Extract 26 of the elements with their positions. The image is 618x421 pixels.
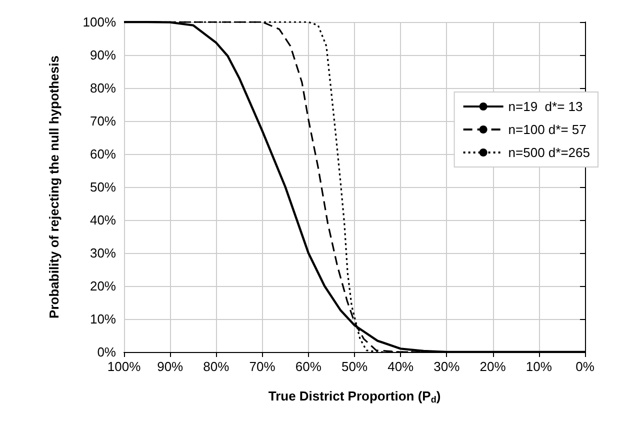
x-tick-label: 0% [576, 359, 595, 374]
x-tick-label: 20% [480, 359, 506, 374]
x-tick-label: 40% [388, 359, 414, 374]
y-tick-label: 40% [90, 212, 116, 228]
legend-label: n=19 d*= 13 [508, 99, 583, 114]
y-tick-label: 20% [90, 278, 116, 294]
legend-label: n=100 d*= 57 [508, 122, 586, 137]
y-axis-title: Probability of rejecting the null hypothesis [46, 56, 62, 318]
x-tick-label: 80% [203, 359, 230, 374]
legend-label: n=500 d*=265 [508, 145, 590, 160]
y-tick-label: 30% [90, 246, 116, 260]
x-tick-label: 70% [249, 359, 276, 374]
x-tick-label: 90% [157, 359, 184, 374]
y-tick-label: 10% [90, 312, 116, 326]
y-tick-label: 0% [97, 344, 116, 360]
y-tick-label: 80% [90, 80, 116, 96]
y-tick-label: 70% [90, 114, 116, 128]
x-tick-label: 60% [295, 359, 322, 374]
y-tick-label: 60% [90, 146, 116, 162]
x-tick-label: 100% [107, 359, 142, 374]
y-tick-label: 50% [90, 180, 116, 194]
y-tick-label: 100% [82, 14, 116, 30]
x-tick-label: 50% [341, 359, 368, 374]
x-tick-label: 30% [434, 359, 460, 374]
x-tick-label: 10% [526, 359, 552, 374]
y-tick-label: 90% [90, 48, 116, 62]
